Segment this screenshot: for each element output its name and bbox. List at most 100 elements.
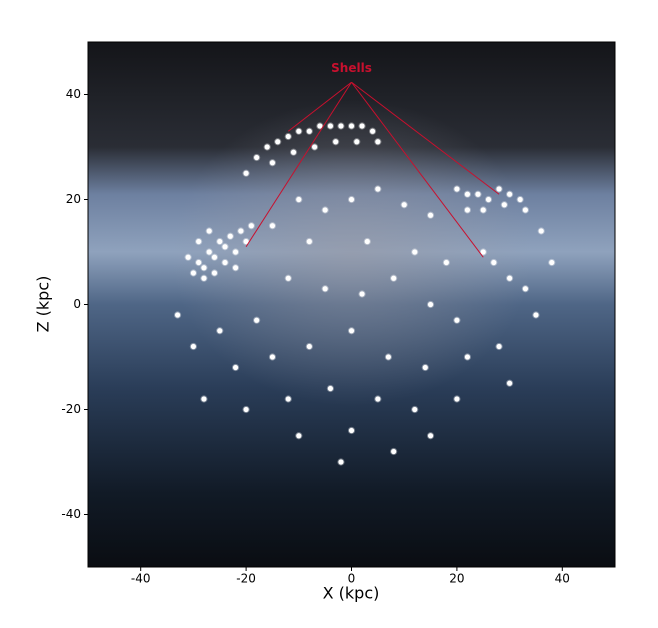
star-point xyxy=(548,258,556,267)
x-tick-label: 40 xyxy=(555,572,570,586)
star-point xyxy=(210,269,219,277)
star-point xyxy=(495,342,503,351)
star-point xyxy=(479,206,487,214)
x-axis-label: X (kpc) xyxy=(323,584,380,603)
star-point xyxy=(426,300,435,309)
star-point xyxy=(358,290,366,298)
star-point xyxy=(242,169,250,177)
star-point xyxy=(347,195,356,204)
star-point xyxy=(200,274,208,282)
star-point xyxy=(242,237,250,246)
star-point xyxy=(195,237,203,246)
star-point xyxy=(189,342,197,351)
star-point xyxy=(326,122,335,130)
star-point xyxy=(453,395,461,403)
annotation-line xyxy=(245,81,352,248)
x-tick-label: -40 xyxy=(131,572,151,586)
star-point xyxy=(442,258,450,267)
star-point xyxy=(537,227,545,235)
star-point xyxy=(506,274,514,282)
y-tick-label: -20 xyxy=(61,402,81,416)
star-point xyxy=(189,269,197,277)
star-point xyxy=(253,153,261,162)
star-point xyxy=(463,353,472,361)
star-point xyxy=(374,138,382,146)
star-point xyxy=(374,185,382,193)
y-axis-label: Z (kpc) xyxy=(34,276,53,333)
star-point xyxy=(210,253,219,261)
star-point xyxy=(384,353,392,361)
star-point xyxy=(479,248,487,256)
star-point xyxy=(358,122,366,130)
star-point xyxy=(453,316,461,324)
star-point xyxy=(500,201,508,209)
star-point xyxy=(332,138,340,146)
star-point xyxy=(532,311,540,319)
star-point xyxy=(353,138,361,146)
star-point xyxy=(195,258,203,267)
star-point xyxy=(368,127,377,135)
y-tick-label: 40 xyxy=(66,87,81,101)
star-point xyxy=(311,143,319,151)
star-point xyxy=(347,426,356,435)
star-point xyxy=(516,195,524,204)
star-point xyxy=(231,248,240,256)
star-point xyxy=(337,122,345,130)
star-point xyxy=(495,185,503,193)
star-point xyxy=(305,127,313,135)
star-point xyxy=(205,227,213,235)
star-point xyxy=(326,384,335,393)
star-point xyxy=(231,363,240,372)
star-point xyxy=(289,148,298,156)
star-point xyxy=(274,138,282,146)
star-point xyxy=(411,405,419,414)
star-point xyxy=(226,232,234,240)
star-point xyxy=(363,237,371,246)
star-point xyxy=(295,127,303,135)
star-point xyxy=(263,143,271,151)
x-tick-label: 0 xyxy=(348,572,356,586)
star-point xyxy=(216,237,224,246)
halo-glow xyxy=(152,100,552,440)
star-point xyxy=(205,248,213,256)
star-point xyxy=(253,316,261,324)
star-point xyxy=(421,363,429,372)
star-point xyxy=(284,395,292,403)
star-point xyxy=(321,206,329,214)
star-point xyxy=(268,159,277,167)
star-point xyxy=(400,201,408,209)
x-tick-label: 20 xyxy=(449,572,464,586)
star-point xyxy=(242,405,250,414)
annotation-line xyxy=(287,81,352,132)
star-point xyxy=(463,206,472,214)
star-point xyxy=(506,190,514,198)
star-point xyxy=(521,285,530,293)
star-point xyxy=(200,264,208,272)
star-point xyxy=(231,264,240,272)
star-point xyxy=(337,458,345,466)
star-point xyxy=(347,122,356,130)
star-point xyxy=(305,342,313,351)
star-point xyxy=(173,311,182,319)
star-point xyxy=(221,258,229,267)
x-tick-label: -20 xyxy=(236,572,256,586)
star-point xyxy=(216,327,224,335)
star-point xyxy=(474,190,482,198)
star-point xyxy=(411,248,419,256)
star-point xyxy=(305,237,313,246)
star-point xyxy=(316,122,324,130)
star-point xyxy=(374,395,382,403)
star-point xyxy=(484,195,493,204)
star-point xyxy=(321,285,329,293)
marks xyxy=(173,122,556,466)
y-tick-label: 0 xyxy=(73,297,81,311)
star-point xyxy=(490,258,498,267)
star-point xyxy=(295,432,303,440)
star-point xyxy=(184,253,192,261)
star-point xyxy=(426,432,435,440)
star-point xyxy=(284,274,292,282)
annotation-line xyxy=(351,81,500,195)
star-point xyxy=(347,327,356,335)
y-tick-label: 20 xyxy=(66,192,81,206)
star-point xyxy=(268,222,277,230)
